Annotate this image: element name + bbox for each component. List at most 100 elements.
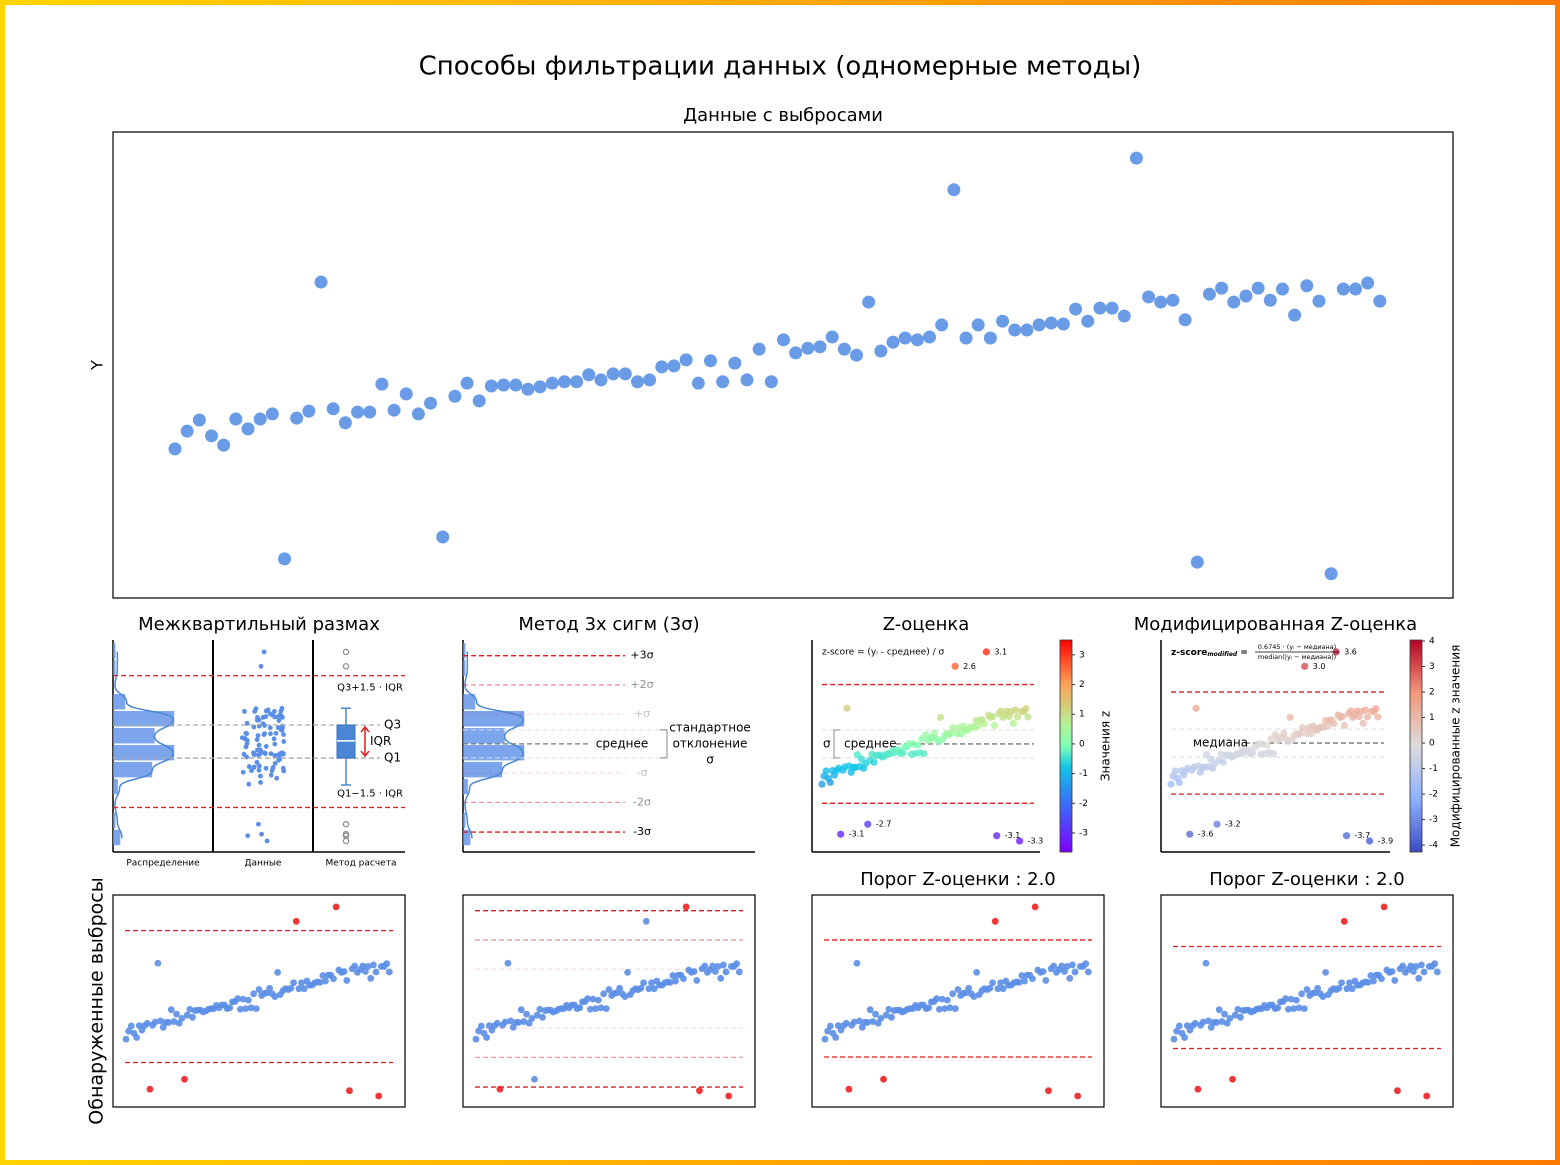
data-point — [597, 1004, 605, 1012]
data-point — [605, 986, 613, 993]
data-point — [1287, 995, 1295, 1003]
data-point — [122, 1035, 130, 1043]
x-label: Распределение — [126, 859, 200, 869]
data-point — [941, 1005, 949, 1013]
score-point — [1359, 719, 1367, 727]
strip-point — [271, 736, 277, 742]
strip-point — [258, 780, 263, 785]
strip-point — [246, 781, 252, 787]
data-point — [703, 354, 717, 368]
data-point — [151, 1018, 159, 1026]
data-point — [1361, 276, 1375, 290]
data-point — [287, 984, 295, 992]
outlier-point — [1045, 1087, 1052, 1095]
data-point — [866, 1006, 874, 1014]
box-outlier — [342, 821, 350, 828]
score-point — [1213, 820, 1221, 828]
data-point — [242, 1005, 250, 1013]
strip-point — [276, 757, 282, 763]
strip-point — [255, 733, 261, 739]
data-point — [168, 442, 182, 456]
figure-title: Способы фильтрации данных (одномерные ме… — [419, 52, 1142, 82]
score-point — [899, 749, 907, 757]
data-point — [645, 985, 653, 993]
strip-point — [242, 736, 248, 742]
data-point — [882, 1011, 890, 1019]
data-point — [679, 353, 693, 367]
data-point — [362, 968, 369, 975]
score-label: 2.6 — [963, 662, 976, 671]
strip-point — [250, 750, 256, 756]
data-point — [507, 1017, 514, 1025]
data-point — [189, 1013, 196, 1021]
data-point — [856, 1017, 863, 1025]
data-point — [1319, 993, 1327, 1000]
data-point — [236, 1005, 244, 1013]
score-point — [1301, 662, 1309, 670]
histogram-bar — [463, 778, 468, 795]
data-point — [424, 396, 438, 410]
data-point — [1410, 968, 1417, 975]
data-point — [266, 984, 274, 992]
strip-point — [272, 709, 277, 714]
data-point — [869, 1018, 877, 1025]
outlier-point — [880, 1075, 887, 1083]
data-point — [1202, 959, 1210, 967]
data-point — [1364, 978, 1372, 986]
data-point — [1367, 972, 1375, 979]
data-point — [1032, 318, 1046, 332]
data-point — [229, 412, 243, 426]
data-point — [383, 960, 391, 968]
data-point — [602, 1005, 610, 1013]
strip-point — [273, 730, 279, 736]
outlier-point — [725, 1092, 733, 1100]
strip-point — [278, 708, 284, 714]
data-point — [1234, 1005, 1242, 1013]
data-point — [497, 378, 511, 392]
sigma-note: σ — [706, 752, 714, 766]
data-point — [1417, 961, 1425, 969]
data-point — [533, 1011, 541, 1019]
data-point — [825, 330, 839, 344]
data-point — [735, 968, 743, 976]
box-outlier — [342, 663, 350, 670]
data-point — [1300, 279, 1314, 293]
data-point — [691, 376, 705, 390]
density-curve — [464, 651, 524, 839]
data-point — [994, 985, 1002, 993]
data-point — [472, 394, 486, 408]
data-point — [837, 342, 851, 356]
strip-point — [279, 714, 285, 719]
data-point — [1175, 1022, 1183, 1030]
data-point — [501, 1018, 509, 1026]
histogram-bar — [463, 711, 525, 727]
strip-point — [256, 717, 262, 723]
score-point — [936, 713, 945, 721]
data-point — [943, 996, 951, 1004]
histogram-bar — [113, 744, 175, 761]
data-point — [709, 962, 717, 970]
data-point — [1178, 313, 1192, 327]
data-point — [1263, 293, 1277, 307]
data-point — [387, 403, 401, 417]
data-point — [1093, 301, 1107, 315]
data-point — [1170, 1035, 1178, 1043]
plot-area — [462, 894, 756, 1108]
score-point — [1016, 837, 1024, 845]
data-point — [970, 993, 978, 1000]
score-point — [1365, 837, 1374, 845]
data-point — [655, 360, 669, 374]
data-point — [290, 411, 304, 425]
colorbar-tick-label: 3 — [1079, 650, 1085, 660]
data-point — [338, 416, 352, 430]
data-point — [1166, 293, 1180, 307]
data-point — [959, 331, 973, 345]
strip-point — [251, 765, 257, 770]
score-point — [988, 712, 997, 721]
outlier-point — [292, 917, 300, 925]
data-point — [125, 1027, 133, 1035]
data-point — [872, 1010, 879, 1018]
data-point — [364, 963, 372, 970]
data-point — [385, 968, 393, 976]
fence-label: Q3+1.5 · IQR — [337, 683, 403, 694]
